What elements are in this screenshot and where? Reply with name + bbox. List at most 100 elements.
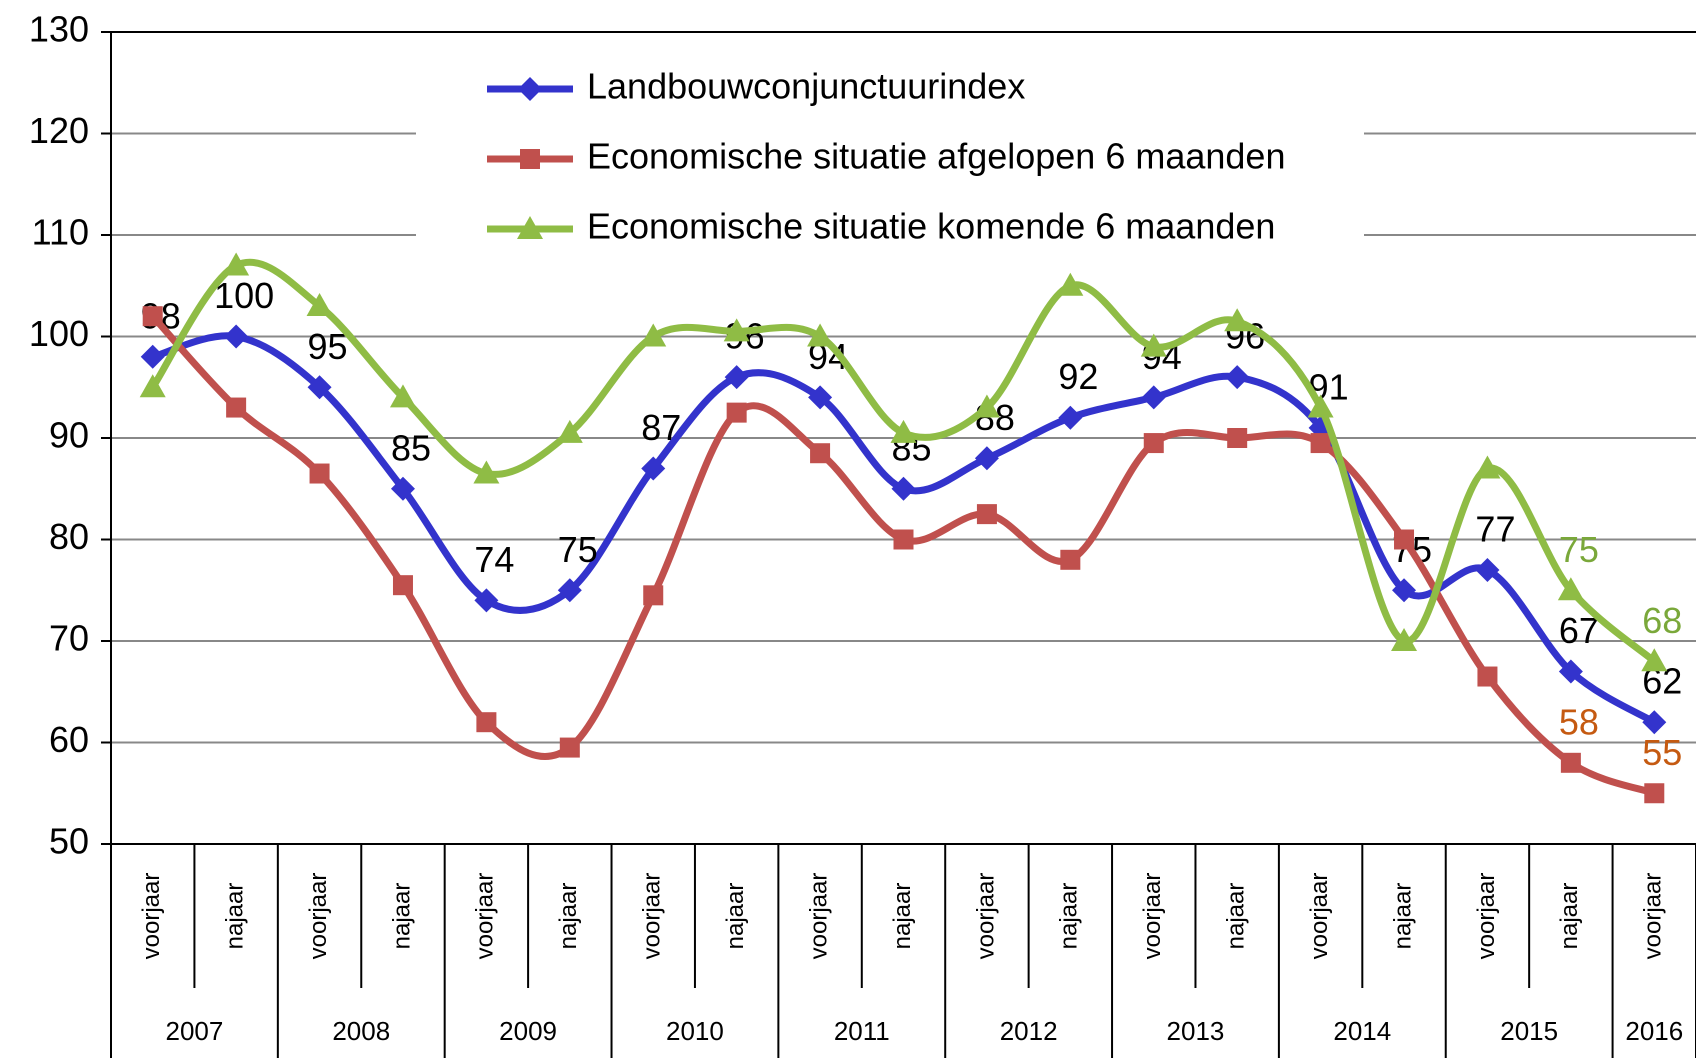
marker [473,460,500,484]
legend-marker [520,149,540,169]
x-tick-label: najaar [555,883,582,950]
y-tick-label: 110 [32,212,89,253]
year-label: 2009 [499,1016,557,1046]
marker [139,374,166,398]
marker [643,585,664,606]
marker [389,384,416,408]
marker [810,443,831,464]
marker [1224,308,1251,332]
data-label: 58 [1559,701,1599,742]
marker [641,456,666,481]
marker [1060,549,1081,570]
marker [559,737,580,758]
x-tick-label: voorjaar [1640,873,1667,960]
x-tick-label: voorjaar [472,873,499,960]
x-tick-label: voorjaar [1473,873,1500,960]
x-tick-label: najaar [722,883,749,950]
x-tick-label: voorjaar [1306,873,1333,960]
year-label: 2013 [1167,1016,1225,1046]
marker [307,375,332,400]
marker [1140,333,1167,357]
x-tick-label: najaar [221,883,248,950]
year-label: 2010 [666,1016,724,1046]
year-label: 2007 [165,1016,223,1046]
marker [1644,783,1665,804]
data-label: 55 [1642,732,1682,773]
x-tick-label: voorjaar [639,873,666,960]
marker [1394,529,1415,550]
year-label: 2016 [1625,1016,1683,1046]
legend-label: Landbouwconjunctuurindex [587,66,1025,107]
legend-label: Economische situatie komende 6 maanden [587,206,1275,247]
y-tick-label: 50 [49,821,89,862]
x-tick-label: voorjaar [138,873,165,960]
marker [474,588,499,613]
marker [306,293,333,317]
marker [1477,666,1498,687]
legend-marker [517,216,543,239]
y-tick-label: 130 [29,9,89,50]
marker [392,575,413,596]
data-label: 95 [308,326,348,367]
marker [556,419,583,443]
x-tick-label: voorjaar [972,873,999,960]
marker [142,306,163,327]
marker [224,324,249,349]
data-label: 75 [558,529,598,570]
legend-marker [518,77,542,101]
marker [807,323,834,347]
x-tick-label: najaar [1056,883,1083,950]
marker [1392,578,1417,603]
data-label: 100 [214,275,274,316]
marker [808,385,833,410]
data-label: 77 [1475,508,1515,549]
marker [724,365,749,390]
marker [893,529,914,550]
year-label: 2008 [332,1016,390,1046]
marker [1225,365,1250,390]
marker [726,402,747,423]
marker [223,252,250,276]
marker [890,419,917,443]
marker [1641,648,1668,672]
data-label: 68 [1642,600,1682,641]
y-tick-label: 70 [49,618,89,659]
data-label: 75 [1559,529,1599,570]
marker [309,463,330,484]
marker [1560,752,1581,773]
marker [1474,455,1501,479]
marker [1642,710,1667,735]
data-label: 92 [1058,356,1098,397]
data-label: 74 [474,539,514,580]
marker [1307,394,1334,418]
y-tick-label: 90 [49,415,89,456]
marker [1057,272,1084,296]
marker [1475,557,1500,582]
marker [973,394,1000,418]
data-label: 67 [1559,610,1599,651]
marker [1391,628,1418,651]
data-label: 87 [641,407,681,448]
marker [1227,428,1248,448]
marker [1141,385,1166,410]
data-label: 85 [391,427,431,468]
x-tick-label: voorjaar [1139,873,1166,960]
x-tick-label: voorjaar [305,873,332,960]
marker [723,318,750,342]
y-tick-label: 120 [29,110,89,151]
marker [557,578,582,603]
marker [1058,405,1083,430]
legend-label: Economische situatie afgelopen 6 maanden [587,136,1285,177]
marker [891,476,916,501]
marker [476,712,497,733]
marker [390,476,415,501]
year-label: 2012 [1000,1016,1058,1046]
y-tick-label: 60 [49,719,89,760]
marker [1557,577,1584,601]
marker [1143,433,1164,454]
x-tick-label: najaar [1556,883,1583,950]
x-tick-label: najaar [388,883,415,950]
marker [226,397,247,418]
x-tick-label: voorjaar [805,873,832,960]
